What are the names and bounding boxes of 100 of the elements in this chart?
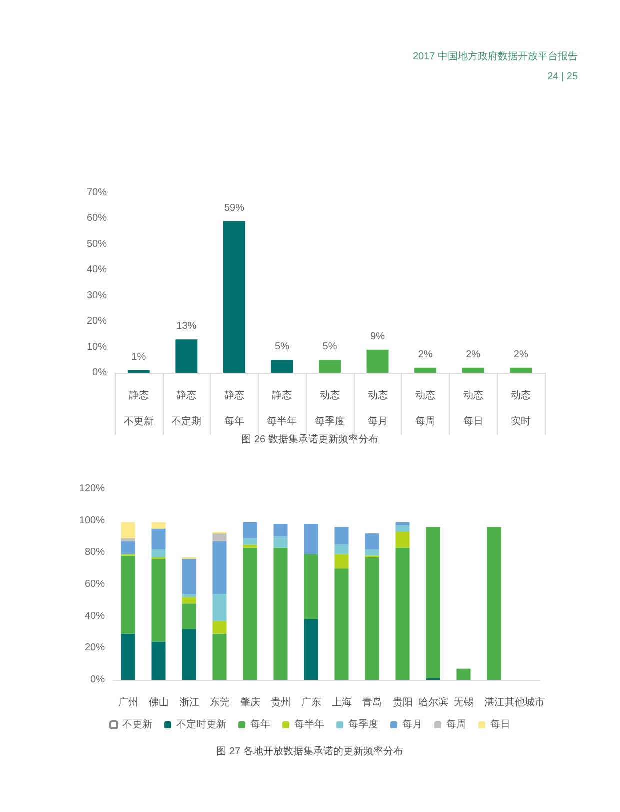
bar: [334, 554, 349, 569]
data-label: 2%: [418, 349, 433, 360]
category-label: 静态每半年: [267, 390, 298, 428]
bar: [212, 542, 227, 594]
bar: [396, 532, 410, 548]
bar: [487, 527, 502, 680]
bar: [334, 568, 349, 680]
x-tick-label: 上海: [332, 696, 352, 708]
bar: [271, 360, 294, 373]
y-tick-label: 30%: [86, 290, 108, 302]
data-label: 59%: [224, 202, 245, 214]
x-tick-label: 其他城市: [504, 696, 545, 708]
bar: [152, 528, 166, 550]
bar: [152, 549, 166, 558]
data-label: 2%: [466, 349, 481, 360]
category-label: 动态每周: [416, 390, 436, 428]
x-tick-label: 肇庆: [240, 696, 260, 708]
bar: [243, 548, 258, 680]
y-tick-label: 50%: [86, 238, 108, 250]
legend-label: 每年: [250, 718, 270, 730]
text: 2017 中国地方政府数据开放平台报告: [412, 50, 578, 62]
bar: [414, 368, 437, 373]
bar: [182, 629, 196, 680]
x-tick-label: 佛山: [148, 696, 169, 708]
x-tick-label: 哈尔滨: [418, 696, 448, 708]
x-tick-label: 青岛: [362, 696, 382, 708]
bar: [121, 634, 136, 680]
y-tick-label: 80%: [84, 547, 106, 558]
data-label: 1%: [132, 352, 146, 363]
bar: [212, 594, 227, 622]
bar: [121, 522, 136, 538]
y-tick-label: 120%: [79, 484, 106, 494]
category-label: 动态每季度: [315, 390, 345, 428]
x-tick-label: 广州: [118, 696, 138, 708]
bar: [243, 544, 258, 548]
data-label: 9%: [370, 331, 386, 342]
bar: [334, 544, 349, 554]
bar: [396, 522, 410, 526]
bar: [396, 548, 410, 680]
x-tick-label: 贵州: [270, 696, 291, 708]
bar: [365, 557, 380, 680]
data-label: 2%: [514, 349, 528, 360]
bar: [274, 536, 288, 548]
bar: [510, 368, 532, 373]
bar: [304, 620, 318, 680]
text: 图 27 各地开放数据集承诺的更新频率分布: [216, 746, 404, 758]
bar: [304, 524, 318, 554]
y-tick-label: 70%: [86, 188, 108, 198]
bar: [462, 368, 484, 373]
bar: [182, 597, 196, 604]
bar: [182, 559, 196, 594]
x-tick-label: 无锡: [454, 698, 474, 708]
x-tick-label: 湛江: [484, 696, 504, 708]
legend-label: 不定时更新: [176, 718, 226, 730]
data-label: 13%: [176, 321, 197, 332]
bar: [366, 350, 389, 373]
legend-label: 每季度: [348, 718, 378, 730]
y-tick-label: 40%: [86, 264, 108, 276]
text: 24 | 25: [548, 72, 578, 82]
bar: [121, 542, 136, 554]
data-label: 5%: [322, 342, 338, 353]
category-label: 静态不更新: [124, 390, 154, 428]
bar: [365, 549, 380, 556]
bar: [456, 668, 471, 680]
y-tick-label: 0%: [90, 674, 106, 686]
bar: [152, 559, 166, 642]
category-label: 动态每日: [463, 390, 484, 428]
bar: [223, 221, 246, 373]
bar: [152, 522, 166, 529]
y-tick-label: 20%: [84, 642, 106, 654]
bar: [396, 526, 410, 532]
bar: [121, 556, 136, 634]
y-tick-label: 0%: [92, 368, 108, 378]
y-tick-label: 40%: [84, 610, 106, 622]
bar: [334, 527, 349, 545]
bar: [212, 621, 227, 634]
legend-label: 每半年: [294, 718, 324, 730]
category-label: 动态实时: [511, 390, 532, 428]
bar: [426, 527, 440, 678]
text: 图 26 数据集承诺更新频率分布: [242, 434, 378, 446]
y-tick-label: 100%: [79, 515, 106, 526]
data-label: 5%: [274, 342, 290, 353]
bar: [365, 534, 380, 550]
y-tick-label: 60%: [86, 213, 108, 224]
category-label: 静态不定期: [172, 390, 202, 428]
bar: [212, 634, 227, 680]
legend-label: 每日: [490, 718, 510, 730]
x-tick-label: 贵阳: [392, 696, 413, 708]
x-tick-label: 浙江: [179, 696, 200, 708]
legend-label: 每周: [446, 718, 466, 730]
bar: [304, 554, 318, 620]
bar: [182, 604, 196, 630]
bar: [176, 340, 198, 373]
legend-label: 不更新: [122, 718, 152, 730]
category-label: 动态每月: [368, 390, 388, 428]
y-tick-label: 20%: [86, 316, 108, 328]
bar: [121, 538, 136, 542]
x-tick-label: 东莞: [210, 696, 230, 708]
y-tick-label: 10%: [86, 342, 108, 353]
bar: [182, 594, 196, 598]
